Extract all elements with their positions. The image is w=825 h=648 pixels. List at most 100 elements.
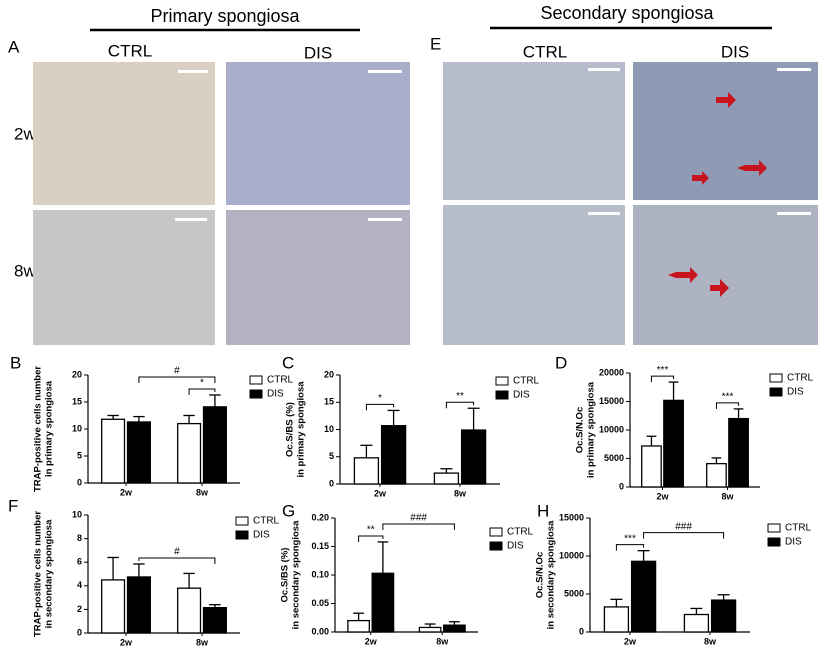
micrograph — [226, 62, 410, 205]
y-axis-label: Oc.S/N.Oc — [535, 552, 546, 598]
significance-bracket — [643, 532, 725, 539]
bar — [460, 429, 487, 485]
x-tick-label: 2w — [624, 636, 637, 646]
bar — [347, 619, 370, 633]
significance-bracket — [188, 388, 216, 395]
arrow — [710, 279, 729, 297]
legend-swatch — [769, 373, 783, 383]
micrograph — [33, 210, 215, 345]
legend-swatch — [495, 390, 509, 400]
bar — [418, 626, 442, 633]
y-tick-label: 2 — [77, 604, 82, 614]
scale-bar — [175, 218, 207, 221]
significance-label: * — [378, 393, 382, 404]
bar — [728, 417, 749, 488]
legend-swatch — [767, 523, 781, 533]
legend-swatch — [495, 376, 509, 386]
y-tick-label: 0 — [77, 477, 82, 487]
left-title: Primary spongiosa — [150, 6, 300, 26]
scale-bar — [368, 70, 402, 73]
x-tick-label: 8w — [454, 488, 467, 498]
significance-label: *** — [722, 392, 734, 403]
arrow — [716, 92, 736, 108]
scale-bar — [178, 70, 208, 73]
y-tick-label: 10000 — [559, 550, 584, 560]
row-label: 8w — [14, 261, 36, 280]
legend-swatch — [767, 537, 781, 547]
significance-label: ### — [410, 513, 427, 524]
legend-swatch — [235, 516, 249, 526]
legend-label: DIS — [253, 530, 270, 541]
y-tick-label: 10 — [324, 424, 334, 434]
legend-label: DIS — [785, 537, 802, 548]
legend-swatch — [249, 375, 263, 385]
y-tick-label: 4 — [77, 580, 82, 590]
significance-label: # — [174, 366, 180, 377]
arrow — [737, 160, 767, 176]
panel-letter: F — [8, 496, 18, 515]
micrograph — [633, 62, 818, 200]
column-label: CTRL — [523, 42, 567, 61]
x-tick-label: 2w — [120, 637, 133, 647]
bar — [177, 587, 202, 634]
significance-bracket — [650, 375, 675, 383]
y-tick-label: 10 — [72, 509, 82, 519]
significance-label: # — [174, 547, 180, 558]
y-tick-label: 0.00 — [311, 626, 329, 636]
significance-bracket — [715, 402, 740, 409]
x-tick-label: 8w — [436, 636, 449, 646]
micrograph — [443, 205, 625, 345]
legend-label: DIS — [787, 387, 804, 398]
micrograph — [33, 62, 215, 205]
panel-letter: C — [282, 353, 294, 372]
significance-bracket — [365, 403, 395, 411]
bar — [353, 457, 380, 485]
significance-bracket — [382, 523, 455, 530]
bar — [641, 445, 662, 488]
scale-bar — [777, 212, 811, 215]
legend-label: CTRL — [513, 376, 540, 387]
x-tick-label: 2w — [374, 488, 387, 498]
y-tick-label: 0 — [619, 481, 624, 491]
significance-bracket — [138, 376, 216, 383]
legend-swatch — [235, 530, 249, 540]
right-title: Secondary spongiosa — [540, 3, 714, 23]
bar — [443, 624, 466, 633]
bar — [371, 572, 395, 633]
panel-letter: B — [10, 353, 21, 372]
legend-swatch — [249, 389, 263, 399]
bar — [126, 421, 151, 484]
bar — [710, 599, 737, 633]
y-tick-label: 20 — [72, 369, 82, 379]
arrow — [692, 171, 709, 185]
y-tick-label: 15 — [324, 397, 334, 407]
y-tick-label: 5 — [77, 450, 82, 460]
y-axis-label: in secondary spongiosa — [291, 520, 302, 629]
y-axis-label: Oc.S/BS (%) — [285, 402, 296, 457]
legend-label: CTRL — [785, 523, 812, 534]
x-tick-label: 8w — [704, 636, 717, 646]
y-axis-label: Oc.S/N.Oc — [575, 407, 586, 453]
y-axis-label: TRAP-positive cells number — [33, 511, 44, 637]
y-tick-label: 6 — [77, 557, 82, 567]
micrograph — [633, 205, 818, 345]
legend-swatch — [489, 527, 503, 537]
y-tick-label: 0 — [77, 627, 82, 637]
significance-label: *** — [624, 533, 636, 544]
y-tick-label: 0.05 — [311, 598, 329, 608]
scale-bar — [588, 212, 620, 215]
bar — [630, 560, 657, 633]
legend-label: DIS — [507, 541, 524, 552]
y-tick-label: 20000 — [599, 367, 624, 377]
bar — [101, 418, 126, 484]
bar — [663, 399, 684, 488]
x-tick-label: 8w — [721, 491, 734, 501]
micrographs — [33, 62, 818, 345]
bar — [380, 425, 407, 485]
y-axis-label: in primary spongiosa — [44, 380, 55, 477]
y-axis-label: TRAP-positive cells number — [33, 366, 44, 492]
significance-label: *** — [657, 365, 669, 376]
panel-letter: D — [555, 353, 567, 372]
bar — [683, 613, 710, 633]
